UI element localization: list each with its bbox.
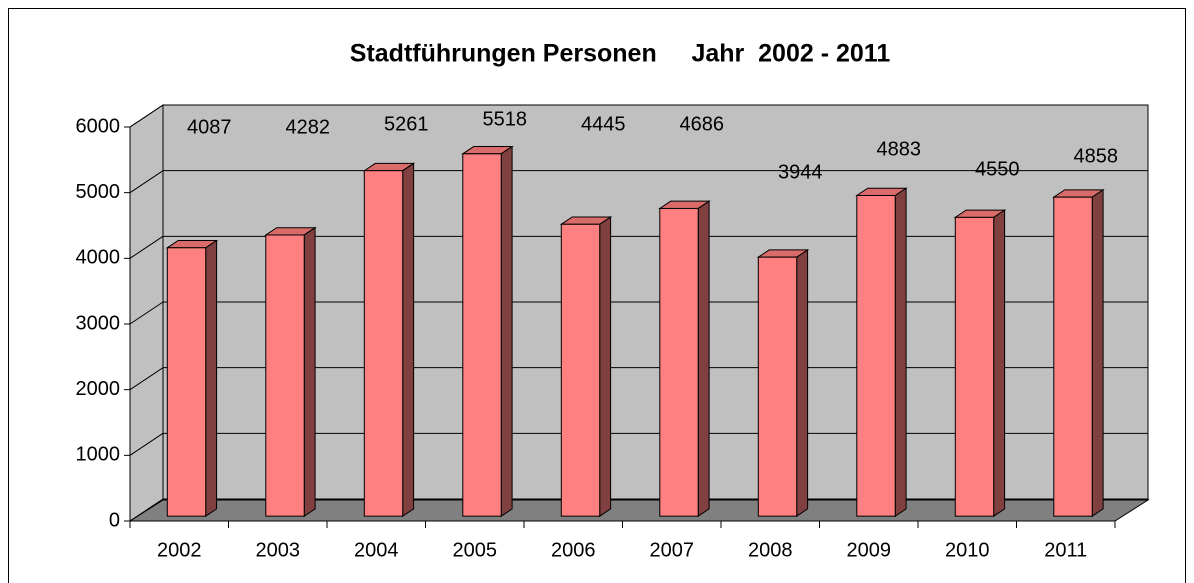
data-label: 4686 [680,113,725,135]
grid-line [129,104,164,128]
bar-side [303,226,316,518]
bar [462,153,502,517]
data-label: 4858 [1074,145,1119,167]
bar [659,207,699,517]
x-tick-label: 2005 [453,539,498,561]
y-tick-label: 1000 [76,444,121,466]
data-label: 4445 [581,113,626,135]
x-tick-label: 2006 [551,539,596,561]
grid-line [129,498,164,522]
bar-side [796,248,809,518]
y-tick-label: 0 [109,509,120,531]
bar-side [500,145,513,518]
bar [166,247,207,517]
x-tick-label: 2011 [1044,539,1087,561]
bar [265,234,305,517]
chart-title: Stadtführungen Personen Jahr 2002 - 2011 [350,40,891,68]
data-label: 4282 [286,116,331,138]
y-tick-label: 6000 [76,115,121,137]
data-label: 4883 [877,138,922,160]
bar-side [1091,188,1104,518]
x-tick-label: 2003 [256,539,301,561]
x-tick-label: 2002 [157,539,202,561]
x-tick-label: 2008 [748,539,793,561]
bar [560,223,601,517]
data-label: 3944 [778,161,823,183]
grid-line [129,367,164,391]
bar-side [402,162,415,518]
bar-side [205,239,218,518]
bar-side [894,187,907,518]
bar [856,195,896,517]
bar-side [697,200,710,518]
y-tick-label: 2000 [76,378,121,400]
bar [757,256,798,517]
grid-line [129,235,164,259]
y-tick-label: 5000 [76,181,121,203]
x-tick-label: 2009 [847,539,892,561]
data-label: 4087 [187,116,232,138]
bar-side [993,209,1006,518]
grid-line [129,432,164,456]
y-tick-label: 3000 [76,312,121,334]
bar-side [599,216,612,518]
grid-line [129,170,164,194]
bar [363,170,404,517]
grid-line [129,301,164,325]
x-tick-label: 2007 [650,539,695,561]
y-tick-label: 4000 [76,247,121,269]
bar [1053,196,1093,517]
data-label: 5261 [384,113,429,135]
x-tick-label: 2004 [354,539,399,561]
data-label: 5518 [483,108,528,130]
bar [954,216,995,517]
x-tick-label: 2010 [945,539,990,561]
data-label: 4550 [975,158,1020,180]
